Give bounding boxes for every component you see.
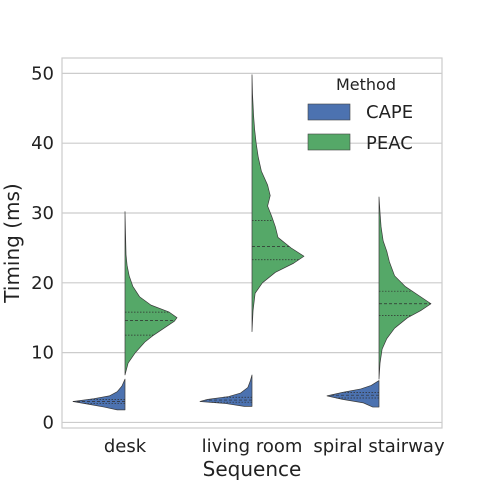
violin-layer bbox=[72, 74, 432, 411]
y-tick-label-40: 40 bbox=[31, 133, 54, 154]
plot-area bbox=[61, 57, 443, 429]
x-tick-label-spiral-stairway: spiral stairway bbox=[313, 436, 445, 457]
legend-swatch-cape bbox=[307, 103, 351, 121]
x-tick-label-desk: desk bbox=[104, 436, 147, 457]
y-tick-label-0: 0 bbox=[43, 412, 54, 433]
legend-title: Method bbox=[336, 75, 396, 94]
violin-peac-spiral-stairway bbox=[378, 196, 432, 380]
legend-swatch-peac bbox=[307, 133, 351, 151]
x-tick-label-living-room: living room bbox=[202, 436, 303, 457]
legend-label-cape: CAPE bbox=[366, 102, 413, 123]
violin-peac-living-room bbox=[251, 74, 305, 333]
x-tick-labels: desk living room spiral stairway bbox=[104, 436, 445, 457]
y-tick-label-30: 30 bbox=[31, 203, 54, 224]
violin-cape-living-room bbox=[199, 374, 253, 407]
violin-cape-desk bbox=[72, 378, 126, 411]
y-axis-label: Timing (ms) bbox=[0, 183, 24, 303]
y-tick-labels: 0 10 20 30 40 50 bbox=[31, 63, 54, 433]
violin-peac-desk bbox=[124, 211, 178, 376]
y-tick-label-20: 20 bbox=[31, 273, 54, 294]
y-tick-label-10: 10 bbox=[31, 343, 54, 364]
legend-label-peac: PEAC bbox=[366, 133, 413, 154]
legend: Method CAPE PEAC bbox=[307, 75, 413, 154]
y-tick-label-50: 50 bbox=[31, 63, 54, 84]
violin-cape-spiral-stairway bbox=[326, 380, 380, 408]
x-axis-label: Sequence bbox=[203, 457, 302, 480]
